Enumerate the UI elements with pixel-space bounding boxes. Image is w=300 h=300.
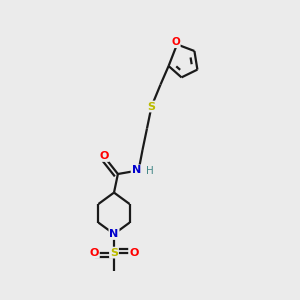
Text: N: N: [132, 165, 141, 176]
Text: O: O: [129, 248, 139, 258]
Text: S: S: [148, 101, 155, 112]
Text: O: O: [89, 248, 99, 258]
Text: N: N: [110, 229, 118, 239]
Text: H: H: [146, 166, 154, 176]
Text: O: O: [99, 151, 109, 161]
Text: S: S: [110, 248, 118, 258]
Text: O: O: [171, 37, 180, 47]
